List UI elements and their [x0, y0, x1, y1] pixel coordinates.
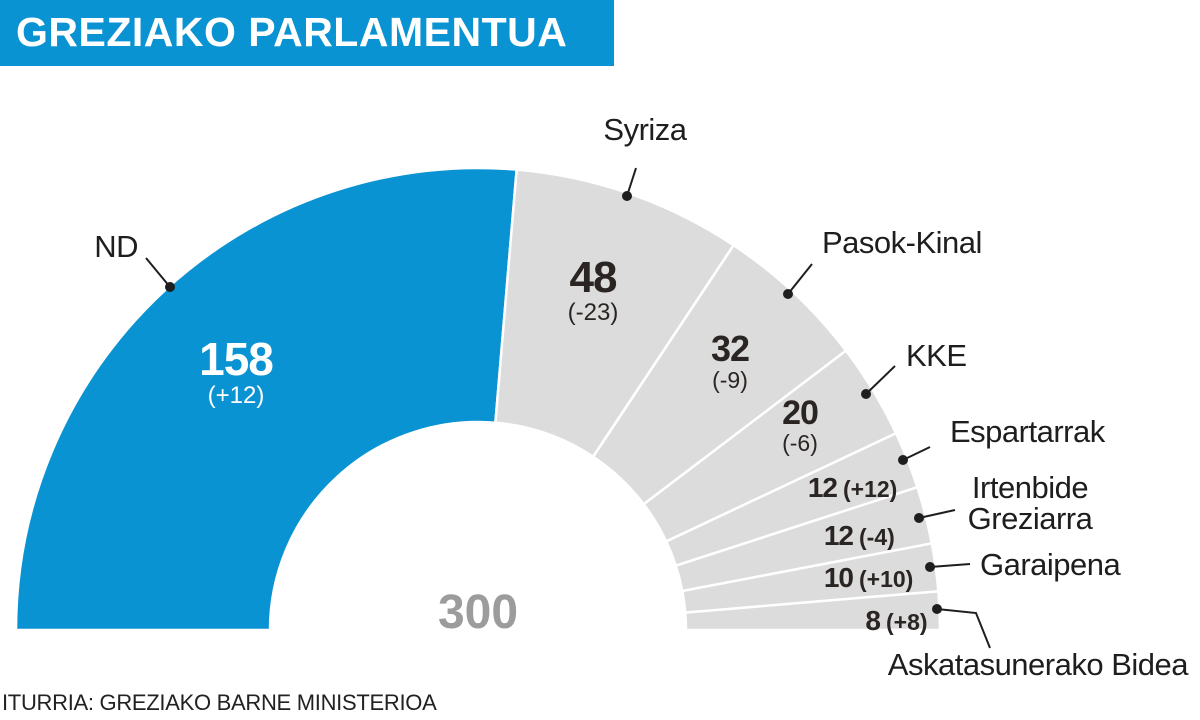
party-name-syriza: Syriza: [603, 112, 687, 147]
seats-label-syriza: 48: [570, 253, 617, 302]
seats-label-pasok-kinal: 32: [711, 328, 749, 369]
leader-dot-garaipena: [925, 562, 935, 572]
party-name-line: Greziarra: [968, 501, 1094, 536]
change-label-espartarrak: (+12): [843, 476, 897, 502]
leader-dot-espartarrak: [898, 455, 908, 465]
slice-askatasunerako-bidea: [683, 589, 942, 632]
title-banner: GREZIAKO PARLAMENTUA: [0, 0, 614, 66]
seats-label-askatasunerako-bidea: 8: [865, 605, 880, 636]
slice-nd: [14, 166, 519, 632]
leader-line-askatasunerako-bidea: [936, 608, 991, 649]
change-label-syriza: (-23): [568, 299, 619, 326]
party-name-irtenbide-greziarra: Irtenbide Greziarra: [968, 470, 1094, 536]
seats-label-kke: 20: [782, 394, 818, 432]
leader-dot-irtenbide-greziarra: [914, 513, 924, 523]
change-label-pasok-kinal: (-9): [712, 367, 748, 393]
change-label-kke: (-6): [782, 430, 818, 456]
change-label-nd: (+12): [208, 382, 265, 409]
party-name-espartarrak: Espartarrak: [950, 414, 1106, 449]
party-name-kke: KKE: [906, 338, 967, 373]
leader-dot-nd: [165, 282, 175, 292]
change-label-garaipena: (+10): [859, 566, 913, 592]
party-name-pasok-kinal: Pasok-Kinal: [822, 225, 982, 260]
total-seats-label: 300: [438, 586, 518, 639]
leader-dot-kke: [861, 389, 871, 399]
leader-dot-askatasunerako-bidea: [932, 604, 942, 614]
leader-line-garaipena: [929, 563, 971, 568]
leader-line-irtenbide-greziarra: [918, 509, 956, 519]
leader-line-pasok-kinal: [787, 263, 813, 295]
change-label-irtenbide-greziarra: (-4): [859, 524, 895, 550]
party-name-askatasunerako-bidea: Askatasunerako Bidea: [888, 647, 1189, 682]
leader-dot-syriza: [622, 191, 632, 201]
leader-line-nd: [145, 257, 171, 288]
change-label-askatasunerako-bidea: (+8): [886, 609, 928, 635]
party-name-garaipena: Garaipena: [980, 547, 1122, 582]
chart-title: GREZIAKO PARLAMENTUA: [16, 9, 568, 55]
source-note: ITURRIA: GREZIAKO BARNE MINISTERIOA: [2, 690, 437, 715]
seats-label-garaipena: 10: [824, 562, 854, 593]
seats-label-espartarrak: 12: [808, 472, 838, 503]
party-name-line: Irtenbide: [972, 470, 1088, 505]
leader-dot-pasok-kinal: [783, 289, 793, 299]
leader-line-kke: [865, 365, 896, 395]
seats-label-irtenbide-greziarra: 12: [824, 520, 854, 551]
seats-label-nd: 158: [199, 333, 273, 385]
party-name-nd: ND: [94, 229, 138, 264]
